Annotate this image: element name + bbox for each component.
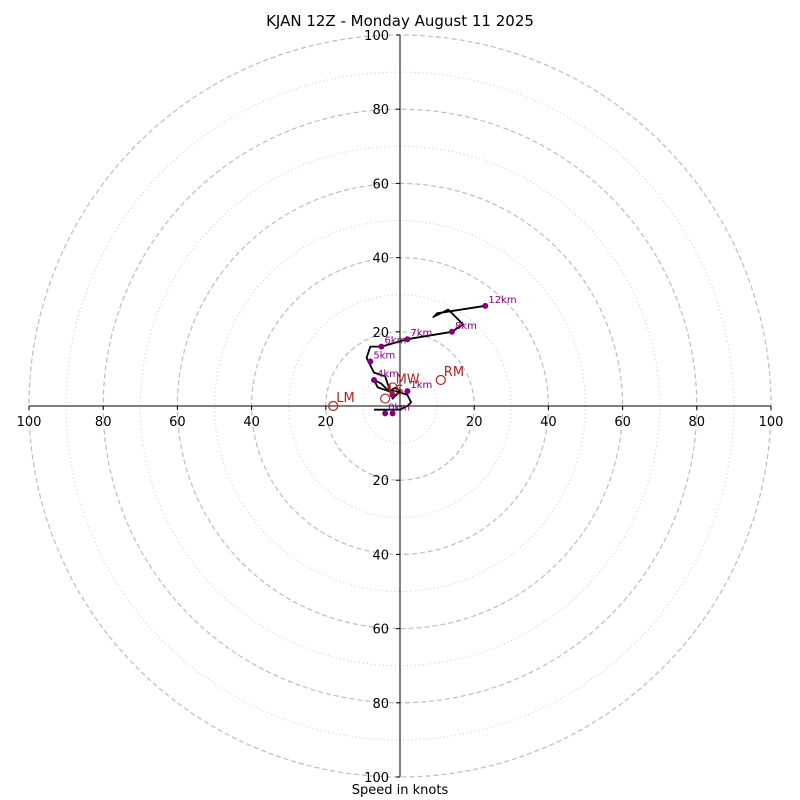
height-label: 12km [488,295,516,306]
height-marker [404,336,411,343]
x-tick-label: 20 [466,415,483,430]
storm-motion-marker [328,400,339,412]
x-tick-label: 40 [243,415,260,430]
height-label: 8km [455,321,477,332]
x-tick-label: 60 [614,415,631,430]
height-label: 6km [384,336,406,347]
height-marker [389,410,396,417]
y-tick-label: 100 [364,771,389,786]
x-tick-label: 100 [759,415,784,430]
height-marker [382,410,389,417]
storm-motion-marker [380,393,391,404]
height-marker [448,328,455,335]
storm-motion-label: LM [336,391,354,406]
hodograph-line [365,304,486,411]
storm-motion-marker [387,382,398,393]
y-tick-label: 40 [372,252,389,267]
storm-motion-label: MW [396,372,420,387]
x-tick-label: 40 [540,415,557,430]
height-label: 4km [377,369,399,380]
storm-motion-marker [435,374,446,386]
x-tick-label: 100 [17,415,42,430]
height-marker [367,358,374,365]
y-tick-label: 20 [372,326,389,341]
x-tick-label: 60 [169,415,186,430]
chart-title: KJAN 12Z - Monday August 11 2025 [266,12,534,30]
height-marker [404,388,411,395]
y-tick-label: 100 [364,29,389,44]
height-marker [378,343,385,350]
height-label: 7km [410,328,432,339]
x-tick-label: 80 [689,415,706,430]
x-tick-label: 80 [95,415,112,430]
y-tick-label: 20 [372,474,389,489]
y-tick-label: 80 [372,103,389,118]
x-tick-label: 20 [318,415,335,430]
y-tick-label: 60 [372,623,389,638]
height-marker [482,302,489,309]
y-tick-label: 80 [372,697,389,712]
height-label: 5km [373,350,395,361]
storm-motion-label: LS [388,384,404,399]
height-marker [371,377,378,384]
x-axis-label: Speed in knots [351,783,449,798]
tick-labels: 100 80 60 40 20 20 40 60 80 100 100 80 60 40 20 20 40 60 8… [17,29,784,786]
wind-trace [365,304,486,411]
axes [29,35,771,777]
height-marker [389,391,396,398]
height-label: 0km [388,402,410,413]
storm-motion-label: RM [444,365,464,380]
y-tick-label: 40 [372,548,389,563]
y-tick-label: 60 [372,177,389,192]
height-label: 1km [410,380,432,391]
